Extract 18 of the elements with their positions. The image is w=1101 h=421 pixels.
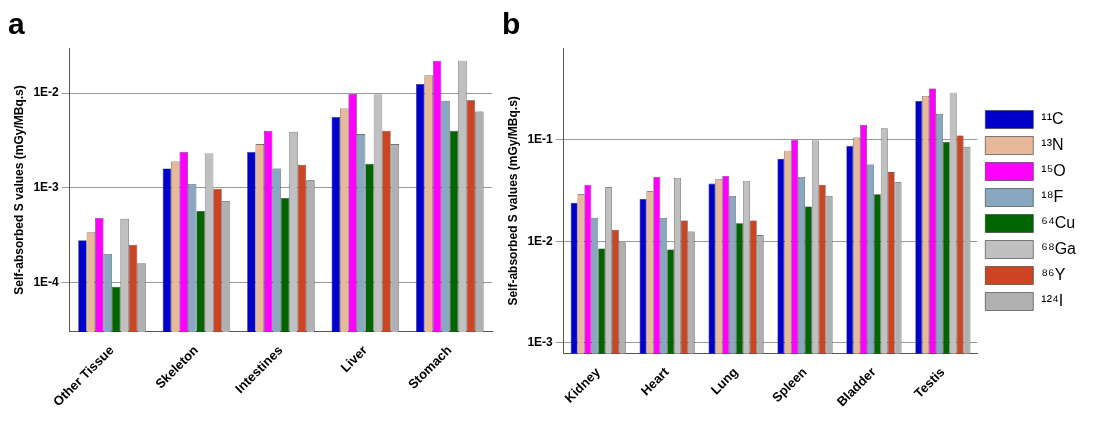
y-tick-label: 1E-2 bbox=[33, 85, 60, 100]
legend-label: ¹¹C bbox=[1041, 109, 1064, 127]
y-tick-label: 1E-1 bbox=[527, 132, 554, 147]
y-axis-title: Self-absorbed S values (mGy/MBq.s) bbox=[11, 85, 26, 295]
chart-title: b bbox=[502, 7, 521, 41]
legend-label: ¹²⁴I bbox=[1041, 291, 1064, 309]
y-tick-label: 1E-3 bbox=[33, 180, 60, 195]
y-axis-title: Self-absorbed S values (mGy/MBq.s) bbox=[505, 96, 520, 306]
legend-label: ⁸⁶Y bbox=[1041, 265, 1066, 283]
legend-label: ⁶⁴Cu bbox=[1041, 213, 1076, 231]
legend-label: ¹³N bbox=[1041, 135, 1064, 153]
y-tick-label: 1E-4 bbox=[33, 274, 60, 289]
legend-label: ¹⁸F bbox=[1041, 187, 1064, 205]
legend-label: ⁶⁸Ga bbox=[1041, 239, 1077, 257]
y-tick-label: 1E-2 bbox=[527, 233, 554, 248]
chart-title: a bbox=[8, 7, 25, 41]
legend-label: ¹⁵O bbox=[1041, 161, 1066, 179]
y-tick-label: 1E-3 bbox=[527, 335, 554, 350]
